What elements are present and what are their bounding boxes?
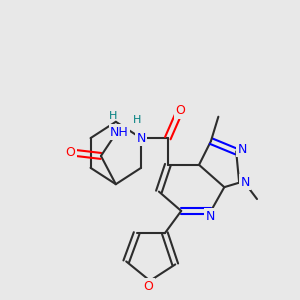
Text: O: O	[65, 146, 75, 159]
Text: H: H	[133, 115, 141, 125]
Text: NH: NH	[110, 126, 129, 139]
Text: H: H	[109, 111, 117, 121]
Text: N: N	[206, 210, 215, 223]
Text: O: O	[144, 280, 154, 292]
Text: O: O	[176, 104, 186, 117]
Text: N: N	[136, 132, 146, 145]
Text: N: N	[240, 176, 250, 189]
Text: N: N	[238, 142, 247, 156]
